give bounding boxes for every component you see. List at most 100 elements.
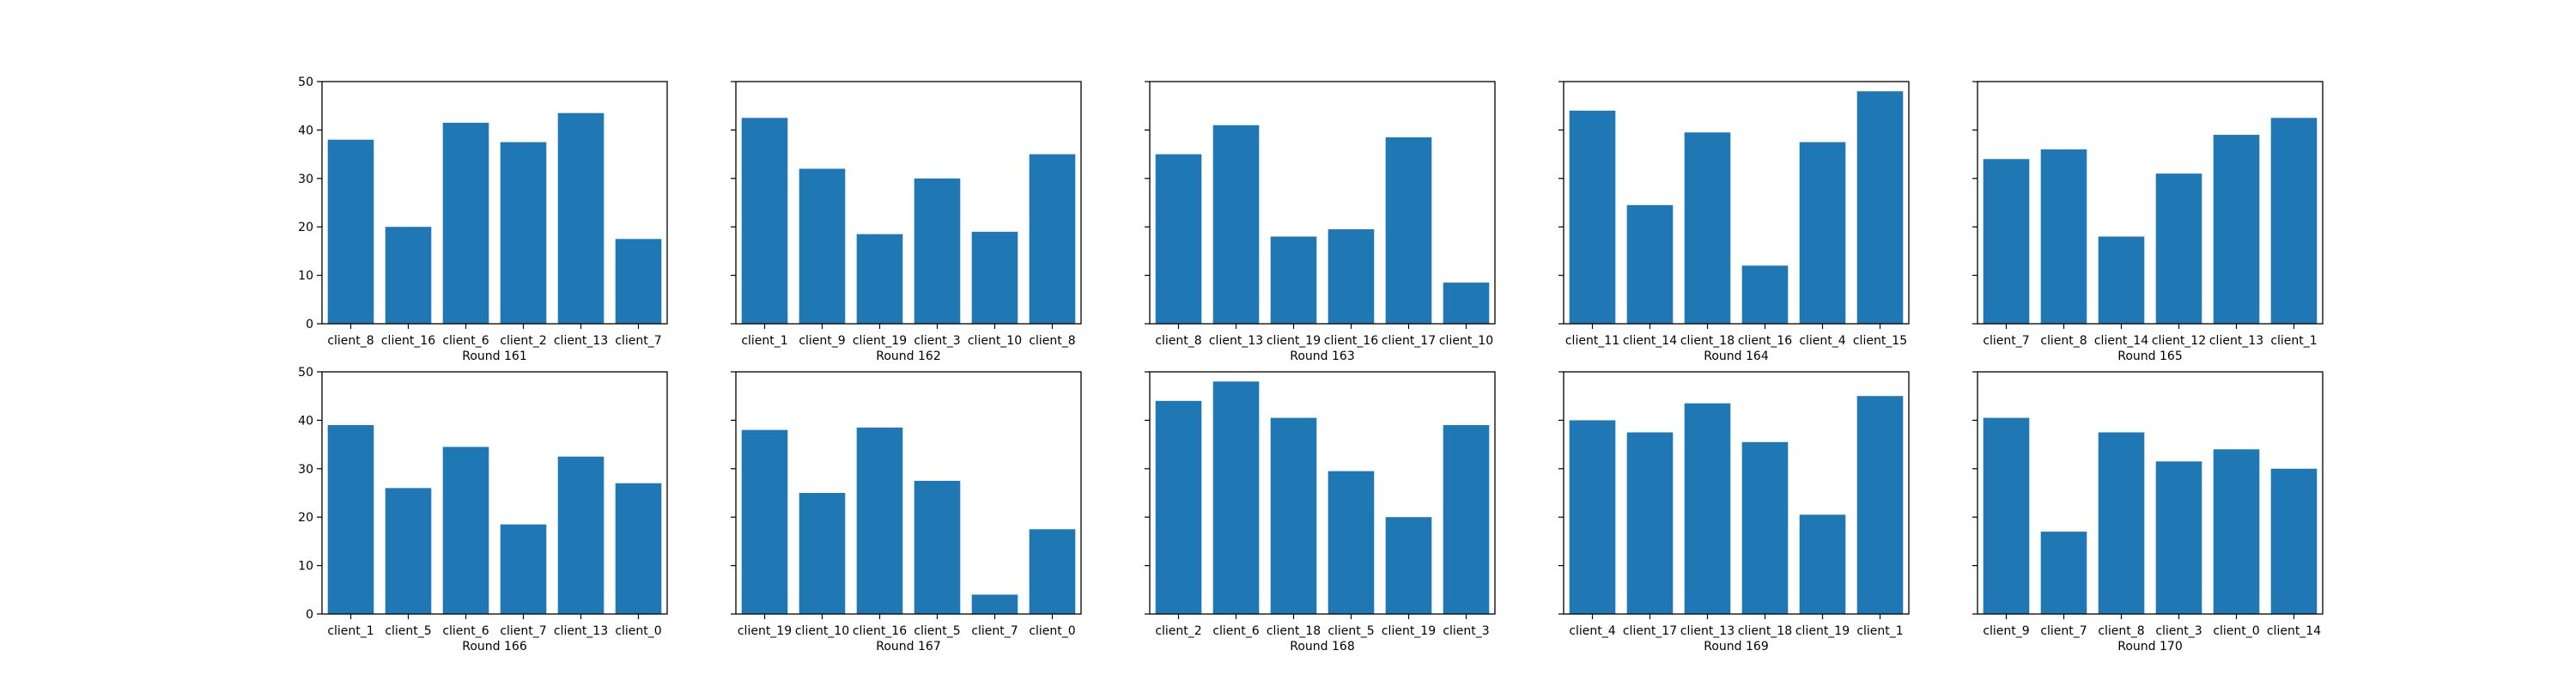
bar bbox=[1856, 91, 1904, 324]
bar bbox=[2213, 449, 2260, 614]
x-tick-label: client_13 bbox=[554, 334, 608, 348]
bar bbox=[741, 429, 788, 614]
y-tick-label: 50 bbox=[298, 76, 313, 89]
x-tick-label: client_15 bbox=[1853, 334, 1907, 348]
subplot-round-168: client_2 client_6 client_18 client_5 client_… bbox=[1145, 371, 1496, 654]
axes-frame bbox=[735, 81, 1082, 325]
bar bbox=[1983, 159, 2030, 324]
bar bbox=[1212, 125, 1260, 324]
x-tick-label: client_19 bbox=[1267, 334, 1321, 348]
x-tick-label: client_3 bbox=[1443, 624, 1489, 638]
axes-frame bbox=[1977, 371, 2324, 615]
bar bbox=[1741, 265, 1789, 324]
y-tick-label: 30 bbox=[298, 173, 313, 186]
bar bbox=[2098, 432, 2145, 614]
y-tick-label: 40 bbox=[298, 414, 313, 428]
bar bbox=[385, 227, 432, 324]
x-tick-label: client_0 bbox=[615, 624, 661, 638]
bar bbox=[327, 139, 374, 324]
axes-frame bbox=[1563, 371, 1910, 615]
x-tick-label: client_5 bbox=[914, 624, 960, 638]
axes-frame bbox=[1977, 81, 2324, 325]
bar bbox=[856, 234, 903, 324]
bar bbox=[799, 493, 846, 614]
x-tick-label: client_6 bbox=[1212, 624, 1259, 638]
bar bbox=[1741, 441, 1789, 614]
subplot-round-161: 0 10 20 30 40 50 client_8 client_16 client_6 clie… bbox=[298, 76, 668, 363]
x-tick-label: client_7 bbox=[2040, 624, 2087, 638]
y-tick-label: 50 bbox=[298, 366, 313, 380]
bar bbox=[1626, 204, 1674, 324]
y-tick-label: 10 bbox=[298, 270, 313, 283]
bar bbox=[1684, 403, 1731, 614]
bar bbox=[1327, 471, 1375, 614]
x-tick-label: client_1 bbox=[741, 334, 787, 348]
x-tick-label: client_16 bbox=[1324, 334, 1378, 348]
x-tick-label: client_4 bbox=[1799, 334, 1845, 348]
bar bbox=[2213, 135, 2260, 324]
subplot-round-167: client_19 client_10 client_16 client_5 clien… bbox=[731, 371, 1082, 654]
x-tick-label: client_3 bbox=[914, 334, 960, 348]
bar bbox=[1270, 236, 1317, 324]
axes-frame bbox=[321, 81, 668, 325]
bar bbox=[914, 178, 961, 324]
subplot-round-163: client_8 client_13 client_19 client_16 clien… bbox=[1145, 81, 1496, 363]
bar bbox=[1385, 517, 1432, 614]
x-tick-label: client_7 bbox=[615, 334, 661, 348]
bar bbox=[2040, 149, 2087, 324]
x-tick-label: client_4 bbox=[1569, 624, 1615, 638]
bar bbox=[1155, 400, 1202, 614]
bar bbox=[2155, 461, 2202, 614]
bar bbox=[500, 524, 547, 614]
x-axis-title: Round 162 bbox=[876, 350, 940, 363]
axes-frame bbox=[321, 371, 668, 615]
x-tick-label: client_19 bbox=[853, 334, 907, 348]
y-tick-label: 20 bbox=[298, 511, 313, 525]
bar bbox=[2270, 118, 2318, 324]
bar bbox=[442, 122, 489, 324]
x-axis-title: Round 170 bbox=[2117, 640, 2182, 654]
y-tick-label: 20 bbox=[298, 221, 313, 234]
bar bbox=[615, 483, 662, 614]
x-tick-label: client_12 bbox=[2152, 334, 2206, 348]
x-axis-title: Round 166 bbox=[462, 640, 527, 654]
x-tick-label: client_2 bbox=[500, 334, 546, 348]
bar bbox=[1270, 417, 1317, 614]
axes-frame bbox=[735, 371, 1082, 615]
subplot-round-165: client_7 client_8 client_14 client_12 client… bbox=[1972, 81, 2324, 363]
x-tick-label: client_14 bbox=[2267, 624, 2321, 638]
bar bbox=[1569, 420, 1616, 614]
y-tick-label: 0 bbox=[306, 608, 313, 622]
x-tick-label: client_10 bbox=[795, 624, 849, 638]
x-tick-label: client_0 bbox=[2213, 624, 2259, 638]
x-tick-label: client_1 bbox=[1856, 624, 1903, 638]
bar bbox=[971, 231, 1018, 324]
axes-frame bbox=[1149, 371, 1496, 615]
x-tick-label: client_19 bbox=[1382, 624, 1436, 638]
x-axis-title: Round 165 bbox=[2117, 350, 2182, 363]
subplot-round-169: client_4 client_17 client_13 client_18 clien… bbox=[1558, 371, 1910, 654]
y-tick-label: 40 bbox=[298, 124, 313, 137]
bar bbox=[385, 488, 432, 614]
bar bbox=[1029, 154, 1076, 324]
x-tick-label: client_10 bbox=[968, 334, 1022, 348]
x-tick-label: client_8 bbox=[1029, 334, 1075, 348]
x-tick-label: client_9 bbox=[1983, 624, 2029, 638]
x-tick-label: client_18 bbox=[1267, 624, 1321, 638]
x-tick-label: client_18 bbox=[1738, 624, 1792, 638]
bar bbox=[442, 447, 489, 614]
x-tick-label: client_6 bbox=[442, 334, 489, 348]
x-tick-label: client_14 bbox=[2094, 334, 2148, 348]
x-tick-label: client_17 bbox=[1382, 334, 1436, 348]
subplot-round-166: 0 10 20 30 40 50 client_1 client_5 client_6 clien… bbox=[298, 366, 668, 654]
bar bbox=[2098, 236, 2145, 324]
x-tick-label: client_7 bbox=[1983, 334, 2029, 348]
x-axis-title: Round 164 bbox=[1704, 350, 1769, 363]
bar bbox=[799, 168, 846, 324]
bar bbox=[1385, 137, 1432, 324]
bar bbox=[1569, 110, 1616, 324]
axes-frame bbox=[1563, 81, 1910, 325]
x-tick-label: client_16 bbox=[853, 624, 907, 638]
x-tick-label: client_8 bbox=[2040, 334, 2087, 348]
